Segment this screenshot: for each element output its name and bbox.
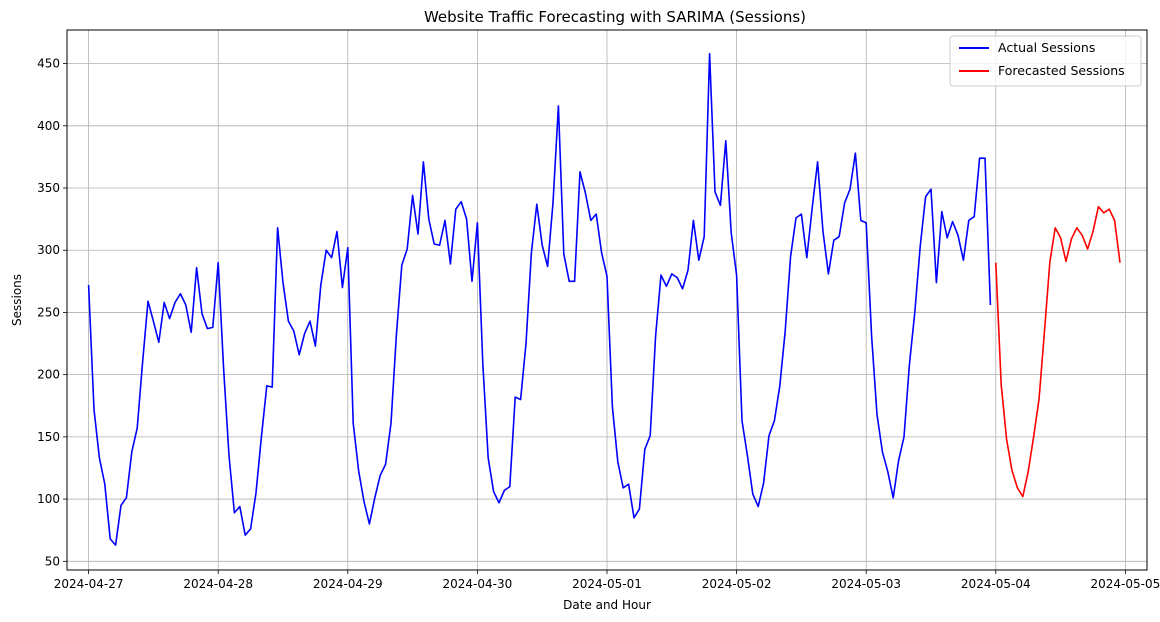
tick-layer: 2024-04-27 2024-04-28 2024-04-29 2024-04-30… [37,57,1160,591]
grid [67,30,1147,570]
y-tick-label: 50 [45,554,60,568]
legend-label-actual: Actual Sessions [998,40,1095,55]
x-tick-label: 2024-05-04 [961,577,1031,591]
y-tick-label: 400 [37,119,60,133]
x-tick-label: 2024-05-05 [1091,577,1160,591]
y-tick-label: 300 [37,243,60,257]
x-tick-label: 2024-04-30 [443,577,513,591]
series-line-forecasted-sessions [995,205,1121,498]
series-line-actual-sessions [87,52,992,546]
x-tick-label: 2024-04-29 [313,577,383,591]
x-tick-label: 2024-05-03 [831,577,901,591]
x-axis-label: Date and Hour [563,598,651,612]
x-tick-label: 2024-04-28 [183,577,253,591]
chart-title: Website Traffic Forecasting with SARIMA … [424,8,806,26]
legend-box [949,35,1142,87]
legend: Actual Sessions Forecasted Sessions [949,35,1142,87]
y-tick-label: 250 [37,305,60,319]
x-tick-label: 2024-05-01 [572,577,642,591]
y-axis-label: Sessions [10,274,24,326]
y-tick-label: 100 [37,492,60,506]
y-tick-label: 150 [37,430,60,444]
y-tick-label: 450 [37,57,60,71]
series-layer [87,52,1121,546]
legend-label-forecast: Forecasted Sessions [998,63,1125,78]
x-tick-label: 2024-05-02 [702,577,772,591]
y-tick-label: 200 [37,368,60,382]
y-tick-label: 350 [37,181,60,195]
x-tick-label: 2024-04-27 [54,577,124,591]
